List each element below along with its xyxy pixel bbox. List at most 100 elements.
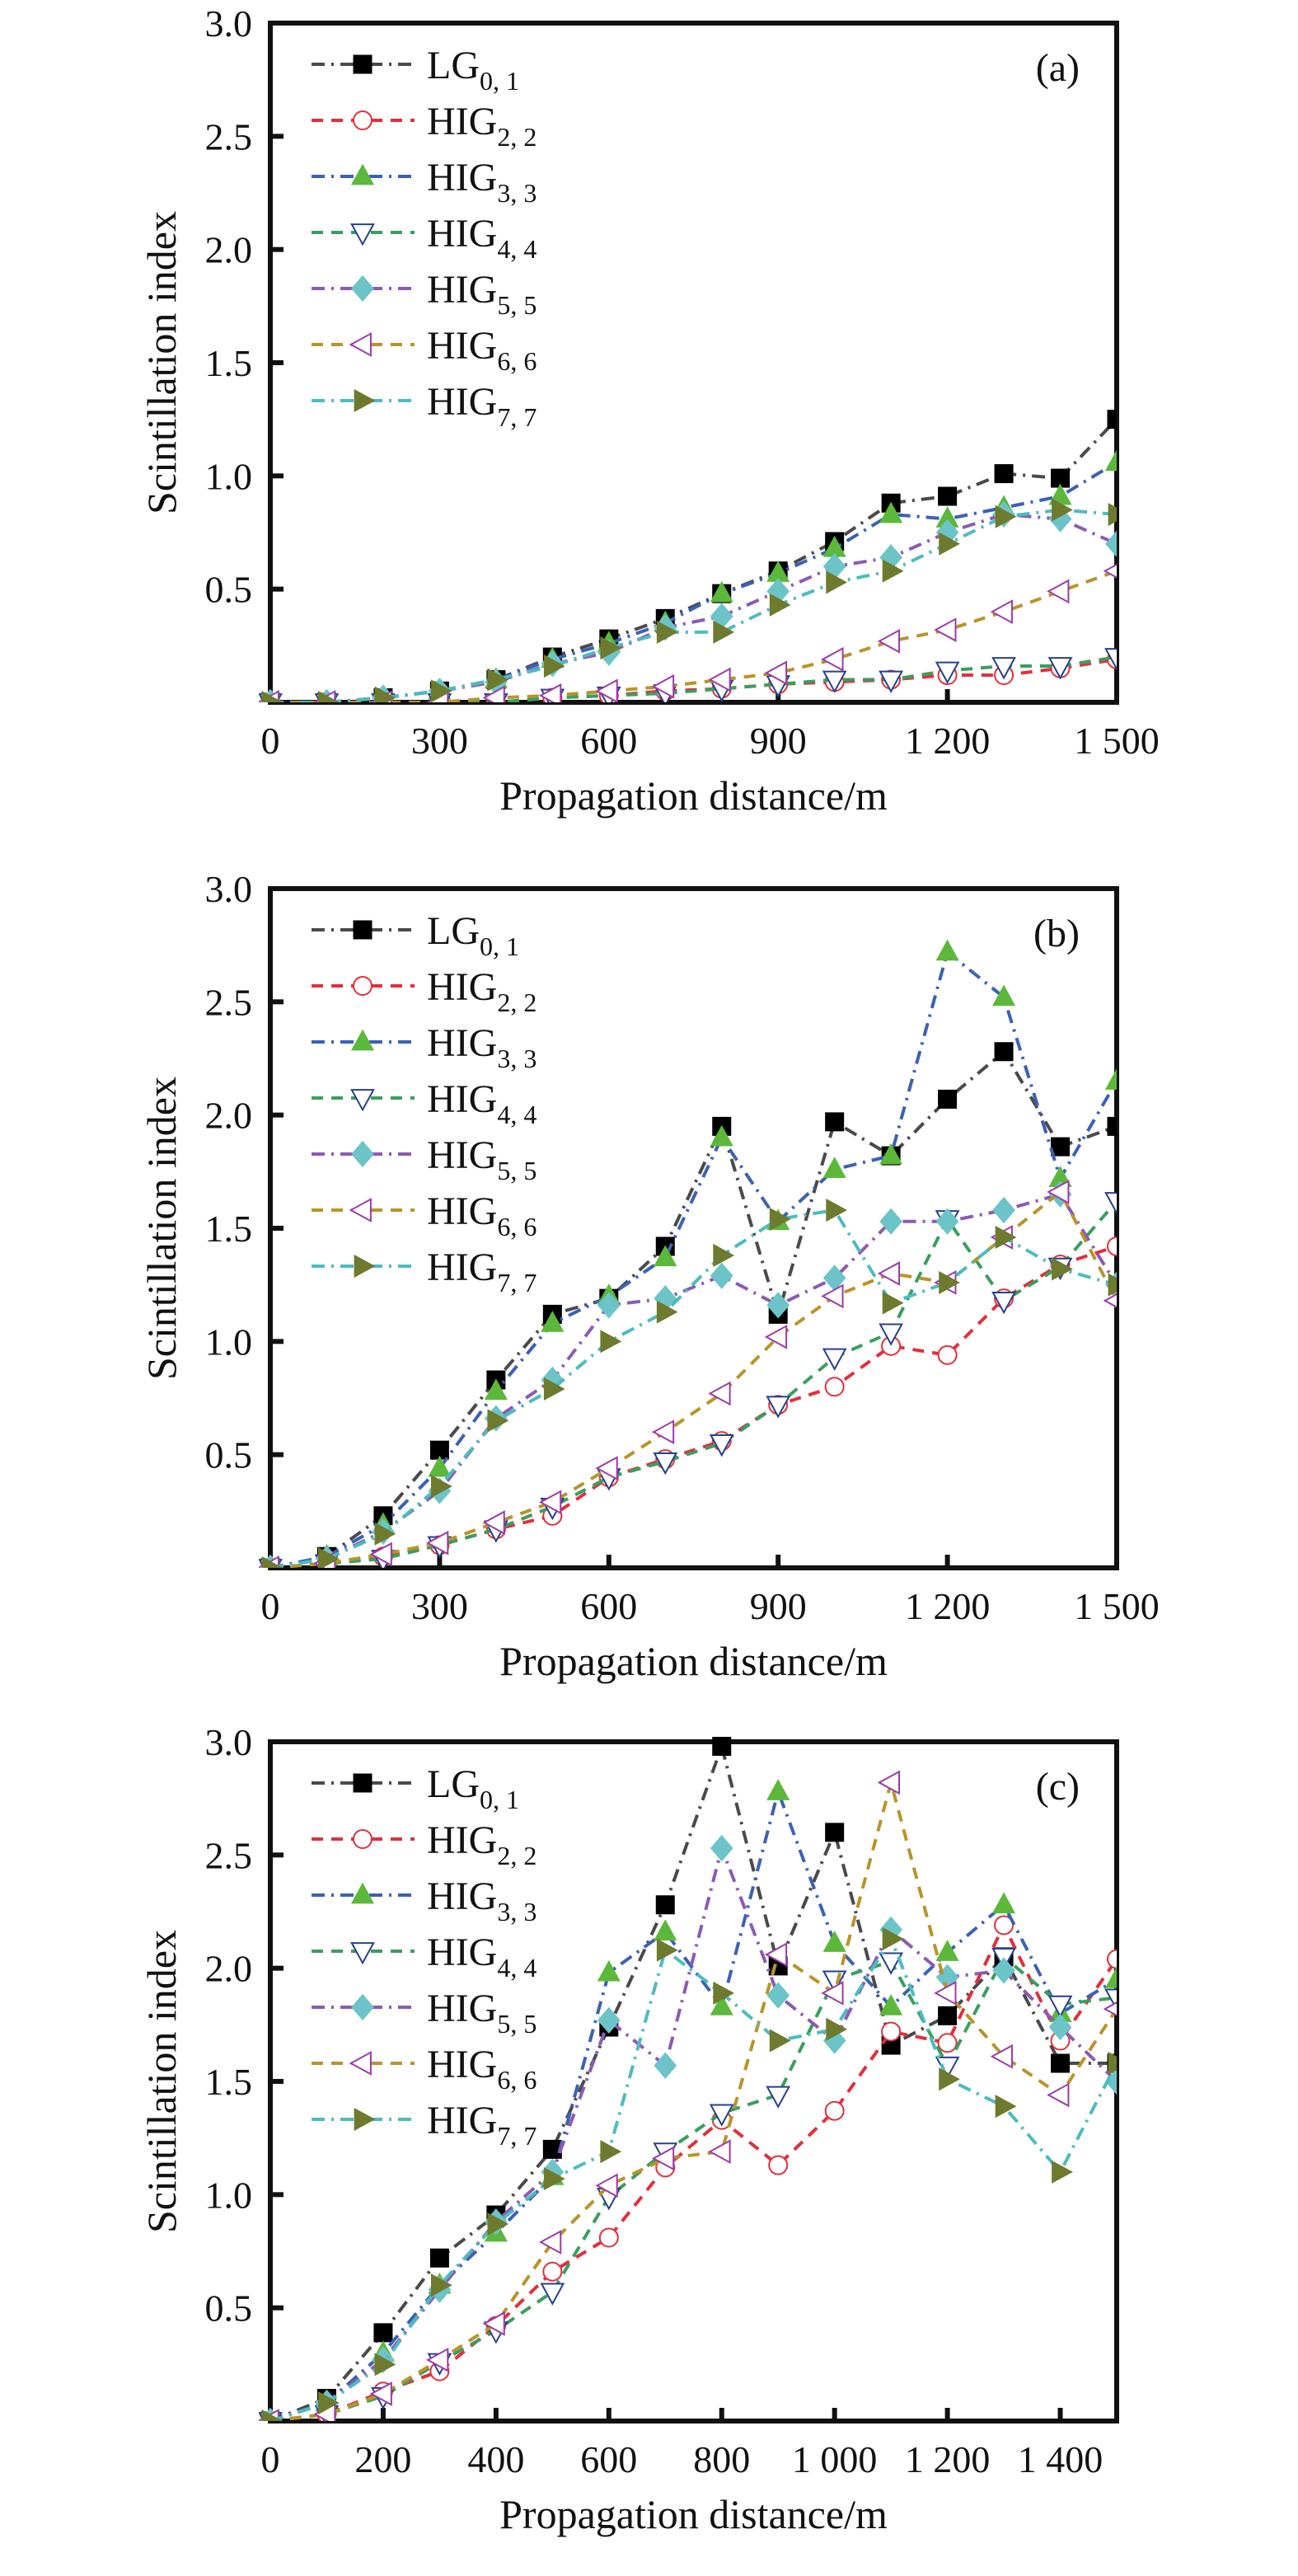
plot-frame (268, 1739, 1119, 2424)
y-tick-label: 1.5 (205, 1208, 253, 1250)
data-point (938, 1089, 958, 1109)
data-point (654, 1245, 677, 1267)
legend-item: HIG3, 3 (312, 156, 537, 208)
chart-a-svg: 0.5 1.0 1.5 2.0 2.5 3.0 0 300 600 900 1 200 1 500 Pr… (138, 2, 1160, 819)
legend-item: HIG4, 4 (312, 1077, 537, 1129)
legend-label: HIG5, 5 (427, 1133, 537, 1185)
data-point (1052, 2160, 1073, 2184)
y-tick-label: 2.0 (205, 229, 253, 271)
data-point (764, 1942, 788, 1968)
data-point (261, 2409, 283, 2421)
legend-label: LG0, 1 (427, 909, 519, 961)
series-line (269, 1954, 1117, 2421)
data-point (1051, 1137, 1071, 1157)
legend-marker (353, 1829, 373, 1849)
data-point (426, 1530, 449, 1555)
legend-label: HIG2, 2 (427, 1818, 537, 1870)
data-point (764, 1324, 788, 1349)
data-point (1047, 2082, 1070, 2108)
data-point (1103, 2001, 1117, 2017)
data-point (939, 1270, 960, 1294)
data-point (713, 1981, 735, 2005)
panel-label: (a) (1036, 46, 1080, 90)
data-point (935, 1208, 959, 1235)
legend-item: HIG6, 6 (312, 1189, 537, 1241)
data-point (1108, 1273, 1117, 1297)
data-point (1107, 1949, 1117, 1969)
data-point (877, 1770, 901, 1795)
series-line (269, 1921, 1117, 2421)
data-point (826, 2017, 848, 2041)
data-point (879, 1208, 902, 1235)
data-point (992, 984, 1016, 1006)
data-point (708, 667, 731, 692)
data-point (879, 1952, 904, 1975)
y-tick-label: 2.5 (205, 1834, 253, 1876)
data-point (1048, 2013, 1072, 2041)
x-tick-label: 0 (261, 2438, 280, 2480)
y-tick-label: 0.5 (205, 1434, 253, 1476)
data-point (318, 690, 340, 702)
y-tick-label: 1.0 (205, 2174, 253, 2216)
legend-marker (350, 1882, 375, 1904)
data-point (1103, 563, 1117, 579)
data-point (429, 2248, 449, 2268)
data-point (600, 1330, 622, 1354)
legend-label: HIG6, 6 (427, 2043, 537, 2095)
chart-panel-b: 0.5 1.0 1.5 2.0 2.5 3.0 0 300 600 900 1 200 1 500 Pr… (0, 866, 1298, 1723)
series-line (269, 1740, 1117, 2421)
data-point (766, 1779, 790, 1800)
data-point (991, 1291, 1016, 1315)
y-tick-label: 1.5 (205, 2061, 253, 2103)
series-line (269, 1208, 1117, 1568)
data-point (1103, 1293, 1117, 1308)
legend-label: HIG6, 6 (427, 1189, 537, 1241)
data-point (768, 2155, 789, 2175)
legend-marker (349, 2051, 372, 2076)
data-point (1104, 648, 1117, 671)
data-point (595, 2173, 618, 2198)
data-point (543, 655, 565, 678)
data-point (600, 636, 622, 660)
x-tick-label: 200 (354, 2438, 411, 2480)
data-point (543, 2167, 565, 2191)
data-point (1047, 579, 1070, 604)
data-point (992, 1196, 1015, 1224)
data-point (709, 2104, 734, 2127)
data-point (1047, 1180, 1070, 1204)
x-tick-label: 900 (750, 1585, 807, 1627)
data-point (1104, 1967, 1117, 1988)
data-point (482, 685, 505, 702)
data-point (939, 2067, 960, 2091)
legend-marker (349, 1198, 372, 1222)
legend-marker (353, 54, 373, 74)
legend-item: LG0, 1 (312, 44, 519, 96)
plot-frame (268, 886, 1119, 1570)
data-point (826, 570, 848, 594)
data-point (934, 1980, 957, 2006)
legend-label: HIG3, 3 (427, 156, 537, 208)
series-hig22 (260, 1915, 1117, 2421)
legend-label: LG0, 1 (427, 44, 519, 96)
data-point (598, 2227, 619, 2248)
data-point (821, 1980, 844, 2006)
data-point (991, 657, 1016, 680)
data-point (369, 2381, 392, 2406)
chart-panel-a: 0.5 1.0 1.5 2.0 2.5 3.0 0 300 600 900 1 200 1 500 Pr… (0, 0, 1298, 857)
series-line (269, 1199, 1117, 1568)
data-point (990, 2043, 1013, 2069)
chart-panel-c: 0.5 1.0 1.5 2.0 2.5 3.0 0 200 400 600 800 1 000 1 20… (0, 1719, 1298, 2576)
data-point (538, 2230, 562, 2255)
data-point (995, 504, 1017, 528)
data-point (597, 2006, 621, 2034)
data-point (881, 2021, 902, 2042)
data-point (995, 1225, 1017, 1250)
data-point (595, 678, 618, 702)
series-hig77 (261, 1198, 1117, 1568)
data-point (882, 1926, 904, 1951)
data-point (824, 1377, 845, 1397)
series-line (269, 1189, 1117, 1568)
data-point (1105, 530, 1117, 557)
legend-label: LG0, 1 (427, 1762, 519, 1814)
legend-marker (353, 976, 373, 996)
